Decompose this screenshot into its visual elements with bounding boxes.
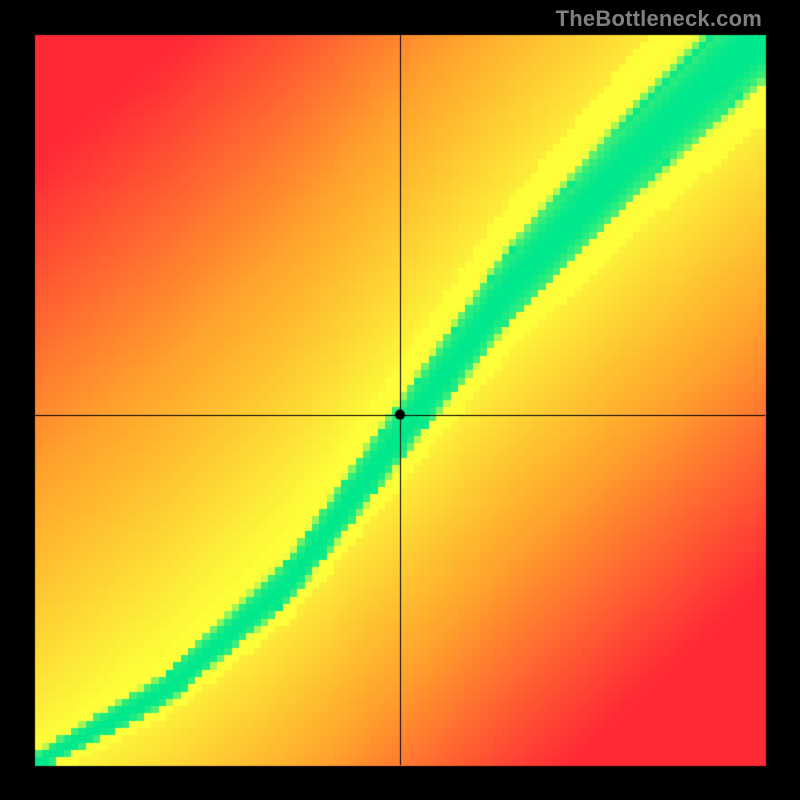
watermark-text: TheBottleneck.com (556, 6, 762, 32)
overlay-canvas (0, 0, 800, 800)
chart-container: TheBottleneck.com (0, 0, 800, 800)
